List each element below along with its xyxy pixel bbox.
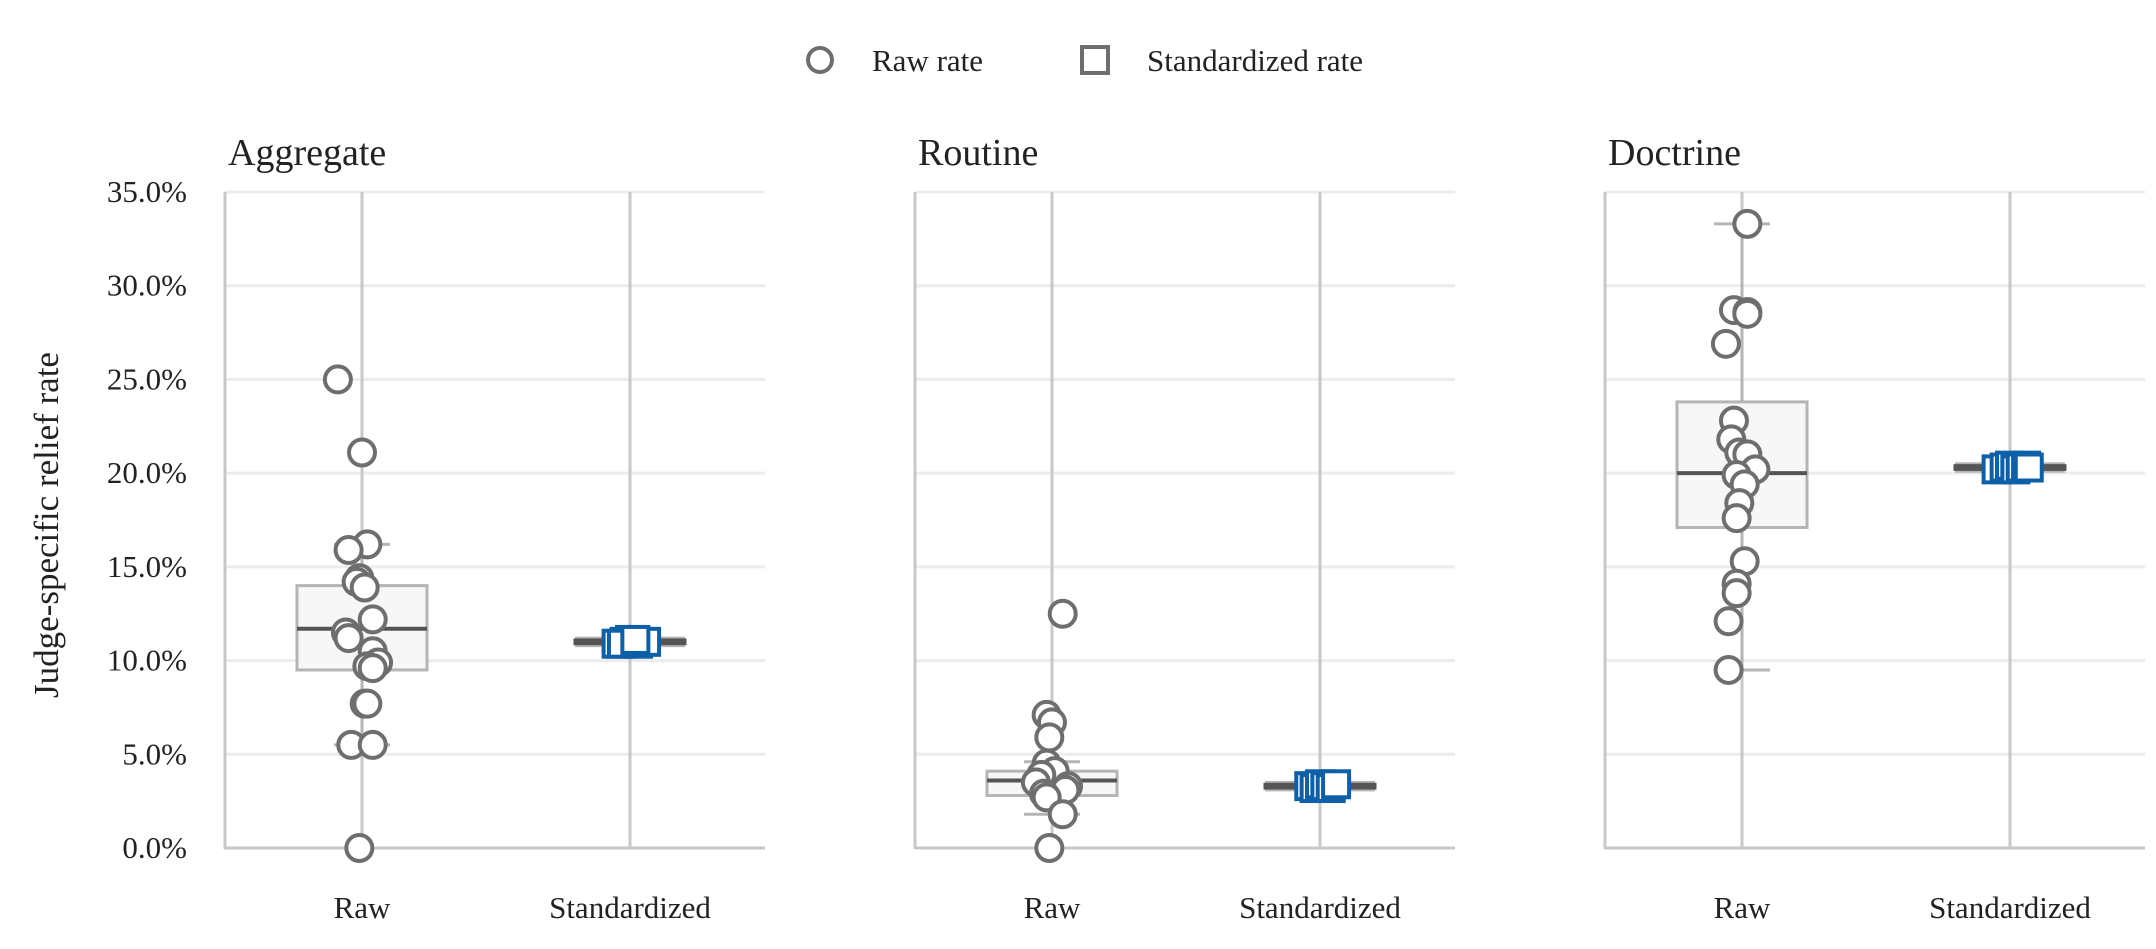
raw-rate-point bbox=[1713, 606, 1744, 637]
legend: Raw rate Standardized rate bbox=[806, 43, 1363, 78]
panel-aggregate: Aggregate 0.0% 5.0% 10.0% 15.0% 20.0% 25.0% 30.… bbox=[107, 132, 765, 925]
y-tick-label: 30.0% bbox=[107, 268, 187, 303]
y-tick-label: 0.0% bbox=[122, 830, 187, 865]
legend-label: Raw rate bbox=[872, 43, 983, 78]
x-tick-label: Standardized bbox=[1239, 890, 1401, 925]
chart-panels: Aggregate 0.0% 5.0% 10.0% 15.0% 20.0% 25.0% 30.… bbox=[107, 132, 2145, 925]
panel-title: Doctrine bbox=[1608, 132, 1741, 174]
standardized-rate-point bbox=[620, 624, 651, 655]
raw-rate-point bbox=[352, 688, 383, 719]
raw-rate-point bbox=[357, 653, 388, 684]
raw-rate-point bbox=[1713, 654, 1744, 685]
standardized-group bbox=[573, 624, 687, 659]
raw-rate-point bbox=[1047, 598, 1078, 629]
raw-rate-point bbox=[1034, 722, 1065, 753]
standardized-rate-point bbox=[2013, 452, 2044, 483]
standardized-group bbox=[1953, 450, 2067, 485]
x-tick-label: Standardized bbox=[1929, 890, 2091, 925]
raw-rate-point bbox=[1732, 208, 1763, 239]
raw-rate-point bbox=[1732, 298, 1763, 329]
x-tick-label: Raw bbox=[334, 890, 391, 925]
raw-group bbox=[1675, 208, 1809, 685]
raw-rate-point bbox=[1721, 503, 1752, 534]
legend-square-marker bbox=[1080, 45, 1110, 75]
y-tick-label: 10.0% bbox=[107, 643, 187, 678]
raw-group bbox=[985, 598, 1119, 863]
raw-rate-point bbox=[347, 437, 377, 468]
raw-rate-point bbox=[349, 572, 380, 603]
raw-group bbox=[295, 364, 429, 863]
legend-label: Standardized rate bbox=[1147, 43, 1363, 78]
y-axis-label: Judge-specific relief rate bbox=[27, 352, 66, 698]
standardized-rate-point bbox=[1321, 769, 1352, 800]
raw-rate-point bbox=[1710, 328, 1741, 359]
raw-rate-point bbox=[357, 729, 388, 760]
y-tick-label: 5.0% bbox=[122, 736, 187, 771]
legend-circle-marker bbox=[806, 46, 834, 74]
panel-title: Routine bbox=[918, 132, 1038, 174]
x-tick-label: Raw bbox=[1024, 890, 1081, 925]
panel-doctrine: Doctrine Raw Standardized bbox=[1603, 132, 2145, 925]
y-tick-label: 25.0% bbox=[107, 361, 187, 396]
raw-rate-point bbox=[357, 604, 388, 635]
x-tick-label: Raw bbox=[1714, 890, 1771, 925]
raw-rate-point bbox=[333, 534, 364, 565]
panel-title: Aggregate bbox=[228, 132, 386, 174]
legend-entry-circle: Raw rate bbox=[806, 43, 983, 78]
y-tick-label: 15.0% bbox=[107, 549, 187, 584]
raw-rate-point bbox=[344, 833, 375, 863]
legend-entry-square: Standardized rate bbox=[1080, 43, 1363, 78]
y-tick-label: 20.0% bbox=[107, 455, 187, 490]
x-tick-label: Standardized bbox=[549, 890, 711, 925]
standardized-group bbox=[1263, 769, 1377, 804]
raw-rate-point bbox=[1047, 799, 1078, 830]
raw-rate-point bbox=[1034, 833, 1065, 863]
panel-routine: Routine Raw Standardized bbox=[913, 132, 1455, 925]
y-tick-label: 35.0% bbox=[107, 174, 187, 209]
raw-rate-point bbox=[1721, 578, 1752, 609]
raw-rate-point bbox=[322, 364, 353, 395]
raw-rate-point bbox=[333, 623, 364, 654]
